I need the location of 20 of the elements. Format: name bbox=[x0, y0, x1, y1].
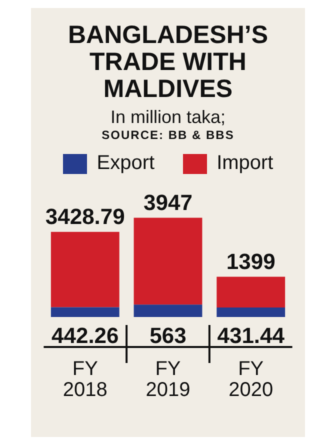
bar bbox=[216, 276, 286, 308]
legend-label: Import bbox=[216, 152, 274, 175]
bar bbox=[134, 218, 202, 305]
bar bbox=[134, 304, 202, 317]
data-label: 431.44 bbox=[217, 323, 286, 348]
x-tick-label: FY 2018 bbox=[62, 358, 108, 402]
bar bbox=[50, 232, 120, 308]
x-tick-label: FY 2020 bbox=[228, 358, 274, 402]
x-tick-label: FY 2019 bbox=[146, 358, 190, 402]
legend-label: Export bbox=[96, 152, 155, 175]
data-label: 1399 bbox=[226, 248, 276, 274]
data-label: 3947 bbox=[144, 190, 192, 215]
source-note: SOURCE: BB & BBS bbox=[100, 128, 236, 142]
data-label: 563 bbox=[150, 323, 186, 348]
data-label: 442.26 bbox=[51, 323, 119, 348]
data-label: 3428.79 bbox=[45, 204, 125, 229]
chart-title: BANGLADESH’S TRADE WITH MALDIVES bbox=[66, 21, 269, 103]
bar bbox=[216, 308, 286, 317]
chart-subtitle: In million taka; bbox=[109, 107, 227, 128]
bar bbox=[50, 307, 120, 317]
